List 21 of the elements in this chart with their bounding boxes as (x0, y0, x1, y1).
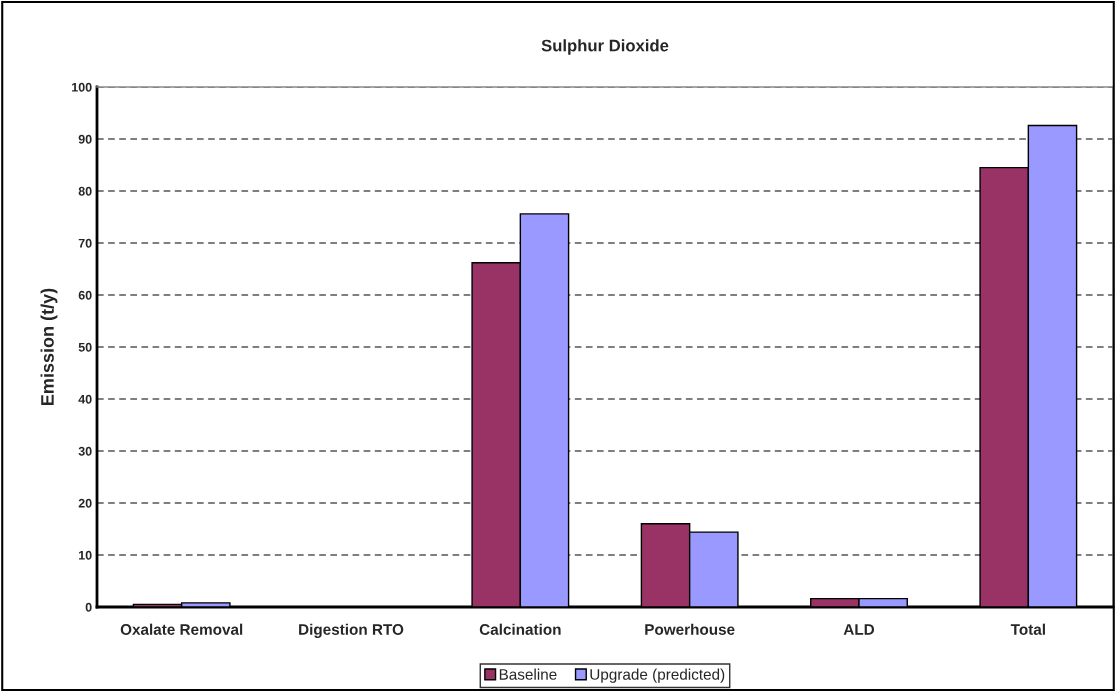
y-tick-label: 0 (85, 602, 92, 612)
chart-title: Sulphur Dioxide (541, 39, 669, 55)
legend-label: Baseline (499, 668, 557, 680)
y-tick-label: 20 (78, 498, 92, 508)
legend-label: Upgrade (predicted) (590, 668, 725, 683)
x-tick-label: ALD (843, 624, 875, 635)
y-tick-label: 100 (72, 82, 92, 92)
y-tick-label: 10 (79, 550, 92, 560)
y-tick-label: 70 (78, 238, 92, 248)
y-tick-label: 90 (78, 134, 92, 144)
x-tick-label: Total (1010, 623, 1045, 635)
x-tick-label: Oxalate Removal (120, 623, 243, 635)
x-tick-label: Powerhouse (645, 623, 735, 635)
y-tick-label: 50 (78, 342, 92, 352)
y-axis-title: Emission (t/y) (40, 288, 58, 405)
x-tick-label: Calcination (479, 623, 561, 635)
y-tick-label: 60 (78, 290, 92, 300)
y-tick-label: 40 (78, 394, 92, 404)
y-tick-label: 30 (78, 446, 92, 456)
y-tick-label: 80 (78, 186, 92, 196)
x-tick-label: Digestion RTO (299, 623, 404, 638)
